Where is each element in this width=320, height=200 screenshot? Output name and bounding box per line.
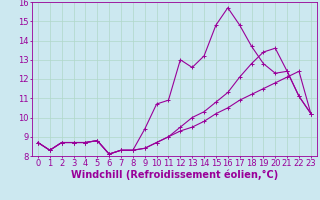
X-axis label: Windchill (Refroidissement éolien,°C): Windchill (Refroidissement éolien,°C) [71,170,278,180]
